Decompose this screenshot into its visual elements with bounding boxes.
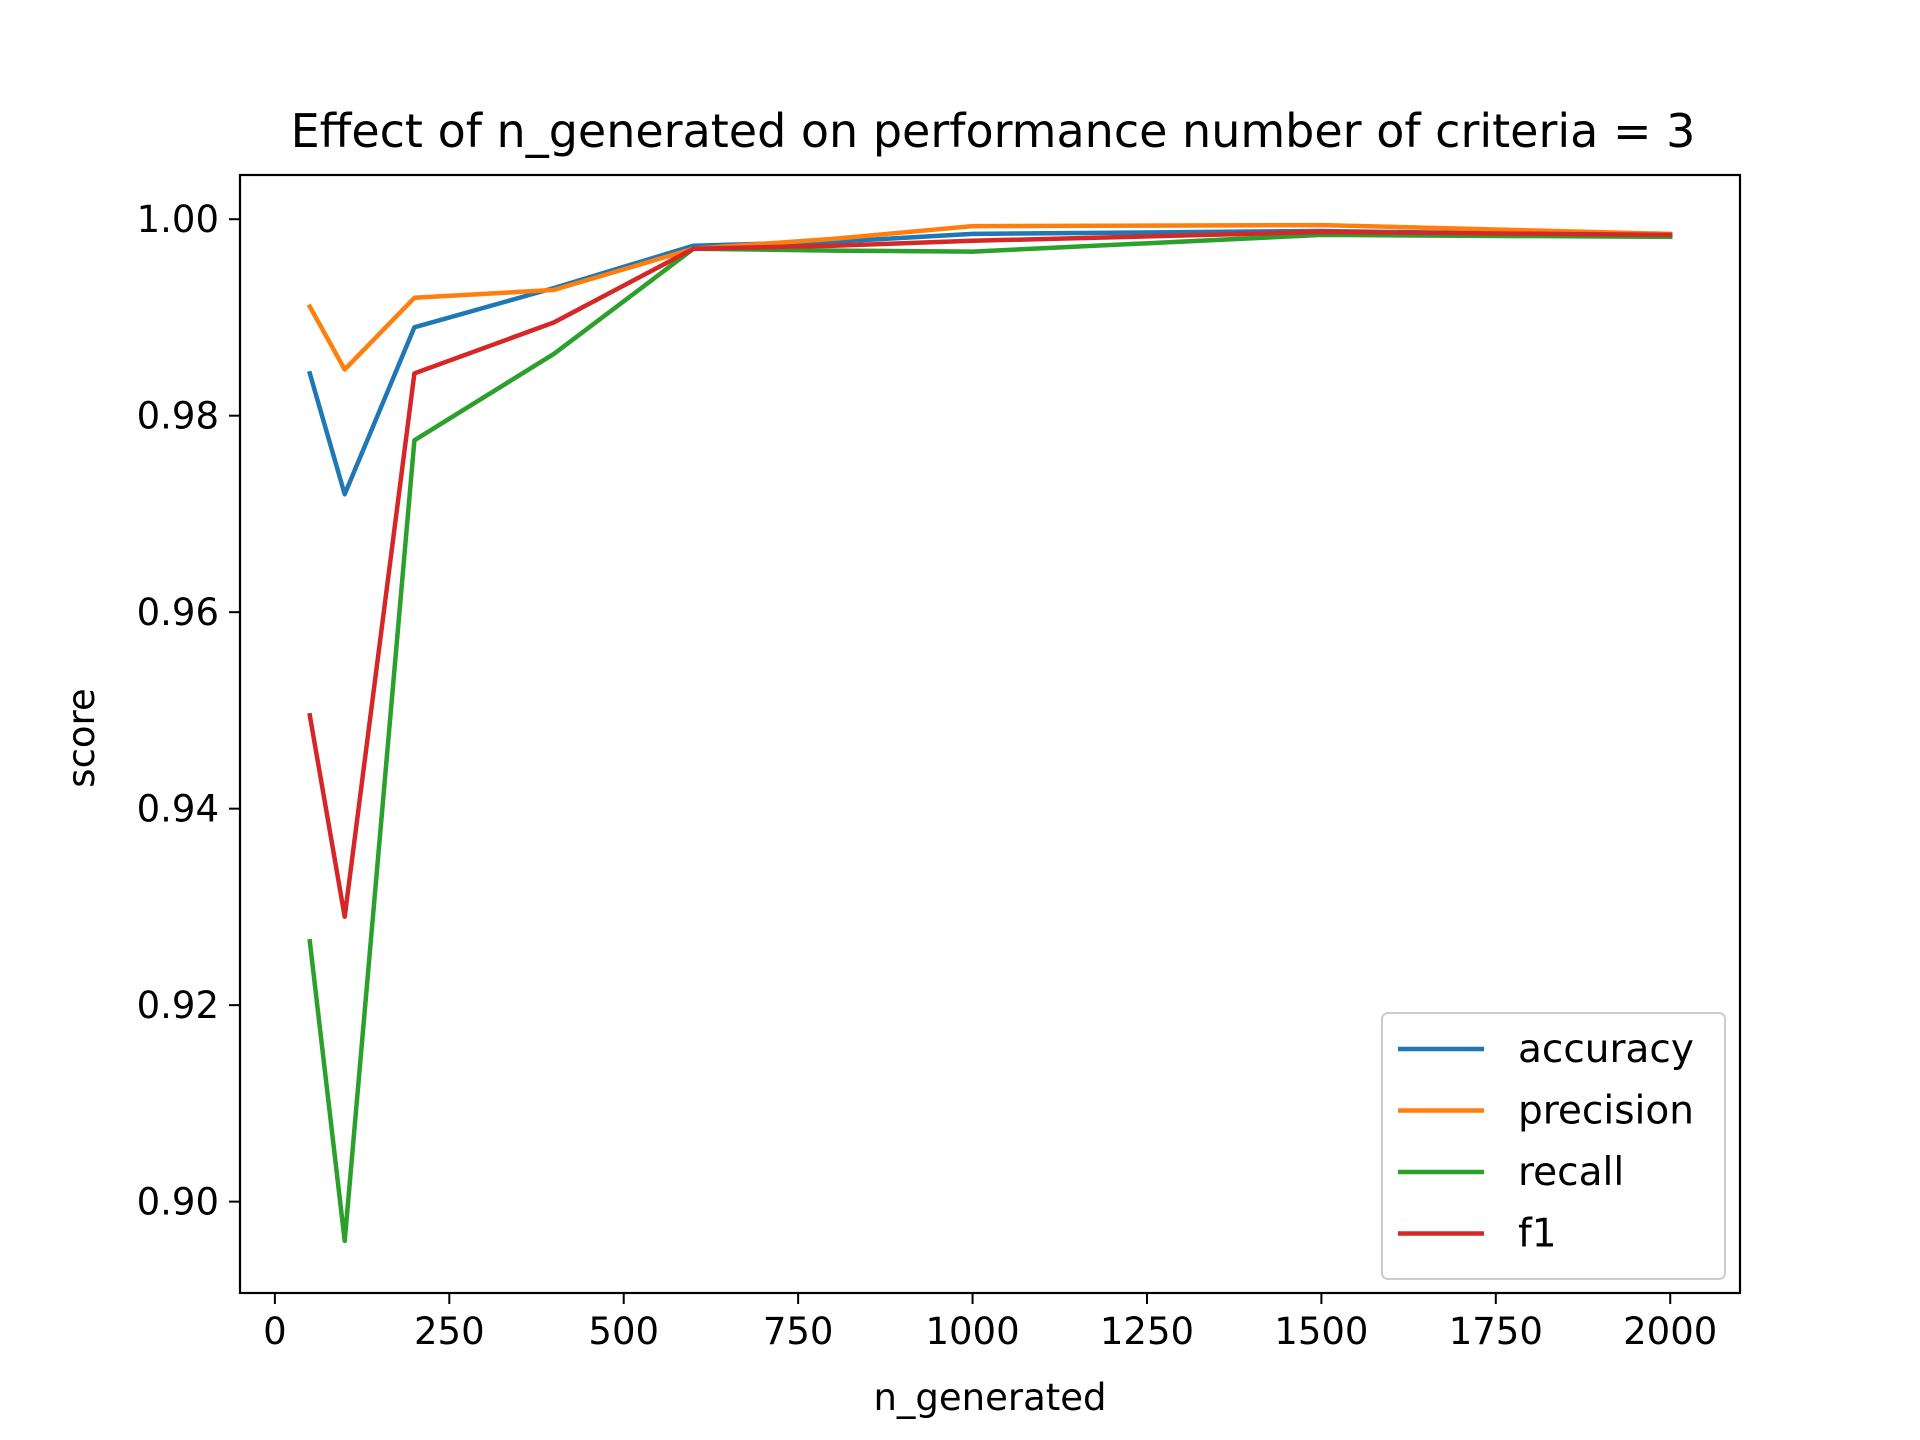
y-tick-label: 0.98 bbox=[137, 395, 219, 438]
x-tick-label: 750 bbox=[763, 1310, 834, 1353]
x-axis: 0 250 500 750 1000 1250 1500 1750 2000 bbox=[263, 1293, 1717, 1353]
x-tick-label: 1750 bbox=[1449, 1310, 1543, 1353]
y-tick-label: 0.90 bbox=[137, 1181, 219, 1224]
x-tick-label: 500 bbox=[588, 1310, 659, 1353]
series-line-accuracy bbox=[307, 228, 1673, 497]
legend-label-recall: recall bbox=[1518, 1150, 1624, 1195]
y-tick-label: 1.00 bbox=[137, 198, 219, 241]
x-axis-label: n_generated bbox=[873, 1376, 1106, 1419]
legend: accuracy precision recall f1 bbox=[1381, 1012, 1726, 1280]
y-tick-label: 0.96 bbox=[137, 591, 219, 634]
x-tick-label: 1250 bbox=[1100, 1310, 1194, 1353]
x-tick-label: 1000 bbox=[925, 1310, 1019, 1353]
y-axis: 0.90 0.92 0.94 0.96 0.98 1.00 bbox=[137, 198, 240, 1224]
x-tick-label: 1500 bbox=[1274, 1310, 1368, 1353]
series-line-f1 bbox=[307, 229, 1673, 919]
y-axis-label: score bbox=[60, 688, 103, 787]
y-tick-label: 0.94 bbox=[137, 788, 219, 831]
chart-title: Effect of n_generated on performance num… bbox=[291, 104, 1696, 158]
x-tick-label: 250 bbox=[414, 1310, 485, 1353]
legend-label-accuracy: accuracy bbox=[1518, 1027, 1694, 1072]
legend-box bbox=[1381, 1012, 1726, 1280]
x-tick-label: 0 bbox=[263, 1310, 287, 1353]
plot-lines bbox=[306, 222, 1673, 1244]
x-tick-label: 2000 bbox=[1623, 1310, 1717, 1353]
legend-label-precision: precision bbox=[1518, 1089, 1694, 1134]
legend-label-f1: f1 bbox=[1518, 1212, 1557, 1257]
y-tick-label: 0.92 bbox=[137, 984, 219, 1027]
plot-frame bbox=[238, 173, 1742, 1295]
